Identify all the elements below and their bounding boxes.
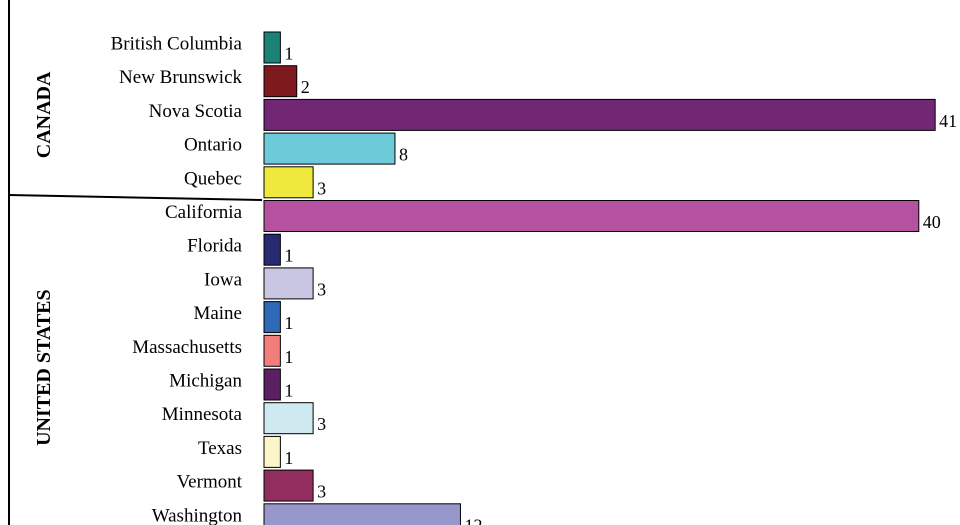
category-label-new-brunswick: New Brunswick bbox=[119, 67, 242, 88]
category-label-texas: Texas bbox=[198, 438, 242, 459]
value-label-british-columbia: 1 bbox=[284, 44, 293, 64]
value-label-new-brunswick: 2 bbox=[301, 77, 310, 97]
group-divider bbox=[8, 194, 263, 201]
group-label-united-states: UNITED STATES bbox=[33, 289, 55, 446]
category-label-maine: Maine bbox=[193, 303, 242, 324]
category-label-massachusetts: Massachusetts bbox=[132, 337, 242, 358]
value-label-maine: 1 bbox=[284, 313, 293, 333]
value-label-texas: 1 bbox=[284, 448, 293, 468]
bar-massachusetts bbox=[263, 334, 281, 367]
value-label-ontario: 8 bbox=[399, 145, 408, 165]
bar-new-brunswick bbox=[263, 65, 298, 98]
bar-ontario bbox=[263, 132, 396, 165]
value-label-florida: 1 bbox=[284, 246, 293, 266]
bar-minnesota bbox=[263, 402, 314, 435]
value-label-iowa: 3 bbox=[317, 279, 326, 299]
bar-michigan bbox=[263, 368, 281, 401]
value-label-washington: 12 bbox=[464, 515, 482, 525]
category-label-washington: Washington bbox=[152, 505, 243, 525]
bar-nova-scotia bbox=[263, 98, 936, 131]
bar-british-columbia bbox=[263, 31, 281, 64]
category-label-vermont: Vermont bbox=[177, 472, 243, 493]
bar-iowa bbox=[263, 267, 314, 300]
category-label-nova-scotia: Nova Scotia bbox=[149, 101, 243, 122]
value-label-michigan: 1 bbox=[284, 381, 293, 401]
category-label-quebec: Quebec bbox=[184, 168, 242, 189]
category-label-british-columbia: British Columbia bbox=[111, 34, 243, 55]
bar-texas bbox=[263, 435, 281, 468]
category-label-minnesota: Minnesota bbox=[162, 404, 243, 425]
bar-washington bbox=[263, 503, 461, 525]
category-label-iowa: Iowa bbox=[204, 269, 243, 290]
category-label-michigan: Michigan bbox=[169, 371, 242, 392]
value-label-nova-scotia: 41 bbox=[939, 111, 957, 131]
bar-quebec bbox=[263, 166, 314, 199]
value-label-quebec: 3 bbox=[317, 178, 326, 198]
value-label-california: 40 bbox=[923, 212, 941, 232]
bar-california bbox=[263, 200, 920, 232]
bar-vermont bbox=[263, 469, 314, 502]
category-label-florida: Florida bbox=[187, 236, 242, 257]
category-label-california: California bbox=[165, 202, 243, 223]
bar-maine bbox=[263, 301, 281, 334]
value-label-massachusetts: 1 bbox=[284, 347, 293, 367]
value-label-vermont: 3 bbox=[317, 482, 326, 502]
value-label-minnesota: 3 bbox=[317, 414, 326, 434]
category-label-ontario: Ontario bbox=[184, 135, 242, 156]
group-label-canada: CANADA bbox=[33, 71, 55, 158]
bar-florida bbox=[263, 233, 281, 266]
